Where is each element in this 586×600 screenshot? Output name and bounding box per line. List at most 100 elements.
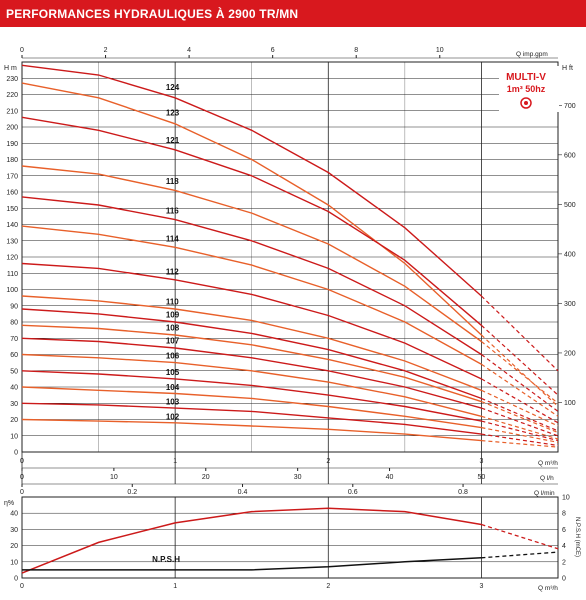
npsh-tick-label: 6: [562, 527, 566, 534]
header-bar: PERFORMANCES HYDRAULIQUES À 2900 TR/MN: [0, 0, 586, 27]
lmin-axis-label: Q l/min: [534, 490, 555, 497]
y-tick-label: 180: [6, 157, 18, 164]
y-tick-label: 60: [10, 352, 18, 359]
y-axis-label-left: H m: [4, 65, 17, 72]
curve-107: [21, 337, 482, 409]
curve-112: [21, 262, 482, 380]
curve-ext-118: [481, 341, 559, 404]
curve-label-104: 104: [166, 383, 180, 392]
curve-ext-107: [481, 407, 559, 437]
x-axis-label: Q m³/h: [538, 460, 558, 467]
y-tick-label: 200: [6, 125, 18, 132]
right-tick-label: 300: [564, 301, 576, 308]
eff-x-tick-label: 1: [173, 583, 177, 590]
y-tick-label: 170: [6, 173, 18, 180]
eff-y-tick-label: 20: [10, 543, 18, 550]
y-tick-label: 0: [14, 450, 18, 457]
y-tick-label: 50: [10, 368, 18, 375]
eff-y-axis-label: η%: [4, 500, 14, 507]
y-tick-label: 80: [10, 320, 18, 327]
curve-ext-105: [481, 420, 559, 442]
top-tick-label: 2: [104, 47, 108, 54]
npsh-axis-label: N.P.S.H (mCE): [574, 517, 580, 557]
curve-label-124: 124: [166, 83, 180, 92]
curve-ext-112: [481, 378, 559, 424]
curve-116: [21, 196, 482, 356]
x-tick-label: 1: [173, 458, 177, 465]
curve-ext-123: [480, 334, 559, 407]
npsh-tick-label: 4: [562, 543, 566, 550]
y-tick-label: 120: [6, 255, 18, 262]
curve-104: [21, 386, 482, 429]
x-tick-label: 3: [479, 458, 483, 465]
curve-label-121: 121: [166, 136, 180, 145]
lh-tick-label: 30: [294, 474, 302, 481]
curve-ext-116: [481, 354, 559, 412]
top-axis-label: Q imp.gpm: [516, 51, 548, 58]
curve-110: [21, 295, 482, 391]
y-tick-label: 220: [6, 92, 18, 99]
y-tick-label: 30: [10, 401, 18, 408]
eff-x-tick-label: 0: [20, 583, 24, 590]
y-axis-label-right: H ft: [562, 65, 573, 72]
curve-label-108: 108: [166, 324, 180, 333]
curve-label-114: 114: [166, 235, 179, 244]
curve-label-107: 107: [166, 337, 180, 346]
lh-tick-label: 40: [386, 474, 394, 481]
right-tick-label: 100: [564, 400, 576, 407]
curve-label-112: 112: [166, 267, 179, 276]
y-tick-label: 20: [10, 417, 18, 424]
logo-icon: [520, 97, 532, 109]
curve-ext-102: [481, 440, 559, 448]
y-tick-label: 100: [6, 287, 18, 294]
curve-label-123: 123: [166, 109, 180, 118]
badge-subtitle: 1m³ 50hz: [507, 84, 546, 94]
lmin-tick-label: 0.8: [458, 489, 468, 496]
y-tick-label: 140: [6, 222, 18, 229]
eff-y-tick-label: 30: [10, 527, 18, 534]
eff-y-tick-label: 10: [10, 559, 18, 566]
y-tick-label: 160: [6, 190, 18, 197]
y-tick-label: 190: [6, 141, 18, 148]
curve-106: [21, 353, 482, 417]
x-tick-label: 0: [20, 458, 24, 465]
eff-plot-frame: [21, 496, 559, 579]
curve-ext-103: [481, 433, 559, 447]
curve-102: [21, 418, 482, 442]
eff-y-tick-label: 0: [14, 576, 18, 583]
curve-ext-124: [480, 295, 559, 372]
curve-label-118: 118: [166, 177, 179, 186]
y-tick-label: 90: [10, 303, 18, 310]
npsh-tick-label: 10: [562, 495, 570, 502]
right-tick-label: 700: [564, 103, 576, 110]
curve-118: [21, 165, 482, 343]
top-tick-label: 4: [187, 47, 191, 54]
axes-labels: 0102030405060708090100110120130140150160…: [4, 47, 580, 592]
eff-x-axis-label: Q m³/h: [538, 585, 558, 592]
curves-layer: 1241231211181161141121101091081071061051…: [21, 64, 559, 574]
top-tick-label: 6: [271, 47, 275, 54]
curve-label-110: 110: [166, 297, 179, 306]
curve-ext-108: [481, 401, 559, 434]
y-tick-label: 230: [6, 76, 18, 83]
curve-103: [21, 402, 482, 435]
curve-124: [21, 64, 482, 297]
top-tick-label: 8: [354, 47, 358, 54]
chart-grid: [21, 55, 562, 579]
lmin-tick-label: 0.2: [127, 489, 137, 496]
y-tick-label: 150: [6, 206, 18, 213]
top-tick-label: 0: [20, 47, 24, 54]
lh-tick-label: 10: [110, 474, 118, 481]
npsh-tick-label: 8: [562, 511, 566, 518]
npsh-curve: [22, 557, 482, 571]
lh-tick-label: 50: [478, 474, 486, 481]
curve-label-102: 102: [166, 412, 180, 421]
right-tick-label: 500: [564, 202, 576, 209]
curve-114: [21, 225, 482, 365]
efficiency-curve-ext: [481, 523, 559, 550]
lh-tick-label: 0: [20, 474, 24, 481]
right-tick-label: 600: [564, 152, 576, 159]
npsh-tick-label: 2: [562, 559, 566, 566]
model-badge: MULTI-V 1m³ 50hz: [499, 66, 559, 112]
y-tick-label: 210: [6, 108, 18, 115]
